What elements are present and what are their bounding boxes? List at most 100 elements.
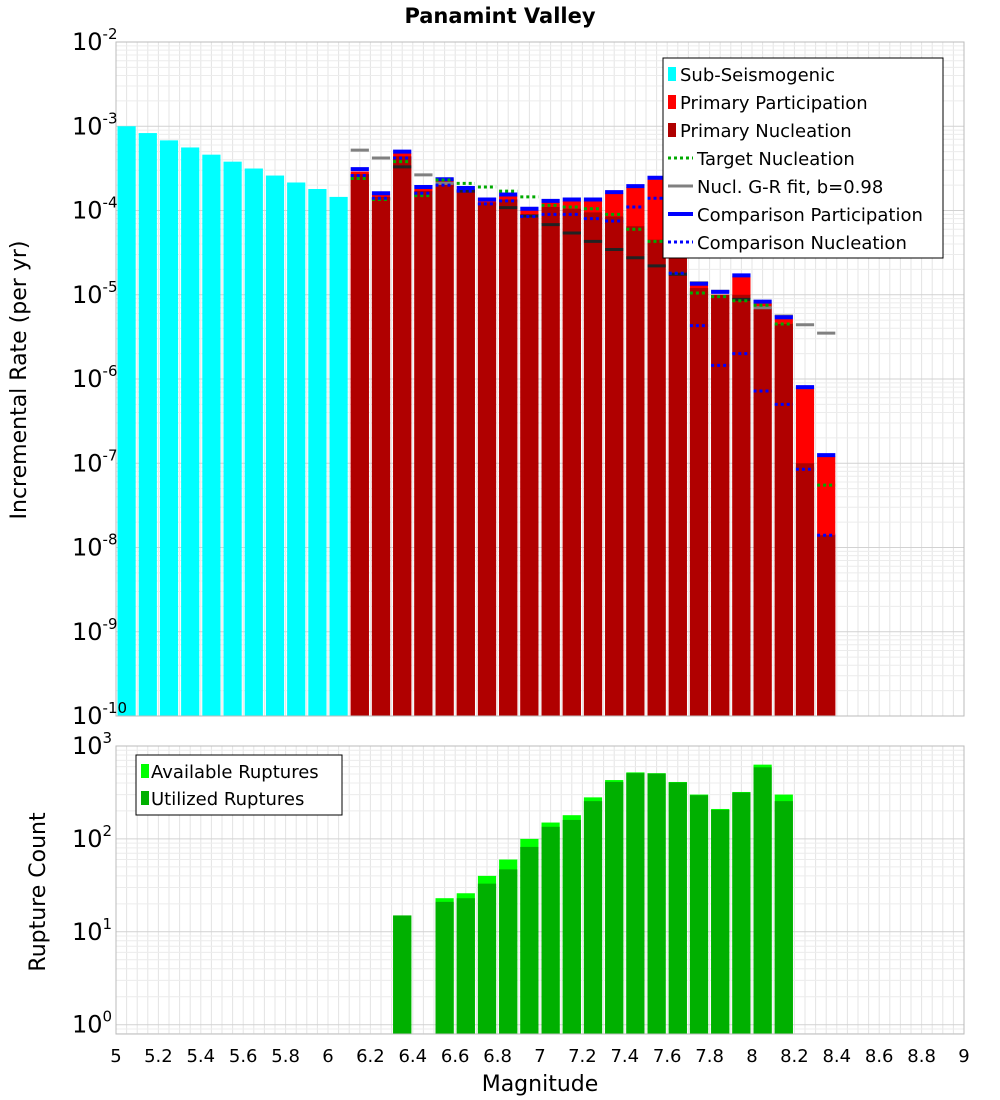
primary-nucleation-bar [435, 183, 454, 716]
utilized-ruptures-bar [583, 801, 603, 1034]
bottom-y-axis-label: Rupture Count [26, 812, 51, 972]
primary-nucleation-bar [774, 323, 793, 716]
y-tick-label: 10-10 [72, 699, 127, 730]
top-legend-entry: Primary Participation [668, 93, 868, 114]
utilized-ruptures-series [393, 767, 793, 1034]
top-legend-frame [662, 57, 944, 259]
primary-nucleation-bar [753, 307, 772, 716]
primary-nucleation-bar [477, 202, 497, 716]
primary-nucleation-bar [732, 294, 751, 716]
primary-nucleation-bar [647, 239, 666, 716]
sub-seismogenic-series [117, 126, 348, 717]
utilized-ruptures-bar [541, 826, 560, 1034]
top-panel-border [115, 41, 965, 717]
utilized-ruptures-bar [668, 782, 687, 1034]
primary-nucleation-bar [583, 212, 603, 717]
x-tick-label: 7.8 [695, 1046, 724, 1067]
primary-nucleation-bar [668, 251, 687, 717]
chart-title: Panamint Valley [404, 4, 595, 28]
top-legend-entry: Sub-Seismogenic [668, 65, 835, 86]
sub-seismogenic-bar [244, 168, 263, 716]
primary-nucleation-bar [626, 226, 645, 716]
y-tick-label: 103 [72, 729, 112, 760]
primary-nucleation-bar [689, 288, 709, 716]
top-legend-entry: Comparison Nucleation [668, 233, 907, 254]
utilized-ruptures-bar [689, 795, 709, 1034]
utilized-ruptures-bar [711, 809, 730, 1034]
utilized-ruptures-bar [393, 915, 412, 1034]
bottom-y-axis-ticks: 103 102 101 100 [72, 729, 112, 1039]
primary-nucleation-bar [817, 535, 836, 716]
primary-nucleation-series [350, 156, 836, 717]
x-tick-label: 7 [534, 1046, 545, 1067]
top-legend-label: Nucl. G-R fit, b=0.98 [697, 177, 883, 198]
bottom-legend-label: Available Ruptures [151, 762, 319, 783]
primary-nucleation-bar [414, 191, 433, 717]
sub-seismogenic-bar [138, 133, 157, 716]
sub-seismogenic-bar [181, 147, 200, 717]
x-tick-label: 8.4 [822, 1046, 851, 1067]
utilized-ruptures-bar [477, 883, 497, 1034]
utilized-ruptures-bar [499, 869, 518, 1034]
x-tick-label: 5.4 [186, 1046, 215, 1067]
bottom-legend-frame [135, 754, 343, 816]
x-tick-label: 9 [958, 1046, 969, 1067]
primary-nucleation-bar [795, 463, 815, 716]
y-tick-label: 10-3 [72, 109, 118, 140]
x-tick-label: 6.2 [356, 1046, 385, 1067]
bottom-legend-swatch [141, 791, 149, 805]
utilized-ruptures-bar [753, 767, 772, 1034]
x-tick-label: 7.2 [568, 1046, 597, 1067]
primary-nucleation-bar [605, 216, 624, 716]
sub-seismogenic-bar [287, 182, 306, 716]
x-tick-label: 7.4 [610, 1046, 639, 1067]
x-tick-label: 6.6 [441, 1046, 470, 1067]
top-legend-entry: Primary Nucleation [668, 121, 852, 142]
x-tick-label: 6 [322, 1046, 333, 1067]
sub-seismogenic-bar [308, 188, 327, 716]
x-tick-label: 8.8 [907, 1046, 936, 1067]
x-tick-label: 5.6 [229, 1046, 258, 1067]
top-legend-label: Target Nucleation [696, 149, 855, 170]
x-axis-ticks: 5 5.2 5.4 5.6 5.8 6 6.2 6.4 6.6 6.8 7 7.2 7.4 7.6 7.8 8… [110, 1046, 969, 1067]
y-tick-label: 10-7 [72, 446, 118, 477]
primary-nucleation-bar [562, 208, 581, 717]
x-tick-label: 6.4 [398, 1046, 427, 1067]
top-y-axis-ticks: 10-2 10-3 10-4 10-5 10-6 10-7 10-8 10-9 10-10 [72, 25, 127, 730]
comparison-participation-series [350, 149, 836, 458]
x-tick-label: 8.6 [865, 1046, 894, 1067]
y-tick-label: 10-4 [72, 194, 118, 225]
x-axis-label: Magnitude [482, 1072, 599, 1097]
top-legend-entry: Nucl. G-R fit, b=0.98 [668, 177, 883, 198]
y-tick-label: 10-9 [72, 615, 118, 646]
utilized-ruptures-bar [647, 773, 666, 1034]
utilized-ruptures-bar [562, 819, 581, 1034]
x-tick-label: 7.6 [653, 1046, 682, 1067]
top-legend-swatch [668, 67, 676, 81]
top-legend-swatch [668, 95, 676, 109]
sub-seismogenic-bar [223, 161, 242, 717]
x-tick-label: 5.2 [144, 1046, 173, 1067]
primary-nucleation-bar [711, 294, 730, 716]
primary-nucleation-bar [499, 199, 518, 716]
y-tick-label: 102 [72, 822, 112, 853]
gr-fit-series [350, 148, 836, 335]
sub-seismogenic-bar [159, 140, 179, 716]
top-legend-swatch [668, 123, 676, 137]
utilized-ruptures-bar [626, 773, 645, 1034]
primary-nucleation-bar [393, 156, 412, 716]
y-tick-label: 100 [72, 1008, 112, 1039]
bottom-legend-swatch [141, 764, 149, 778]
primary-nucleation-bar [520, 214, 539, 716]
top-legend-label: Comparison Participation [697, 205, 923, 226]
bottom-legend: Available Ruptures Utilized Ruptures [135, 754, 343, 816]
sub-seismogenic-bar [329, 196, 348, 717]
bottom-legend-label: Utilized Ruptures [151, 789, 304, 810]
top-y-axis-label: Incremental Rate (per yr) [7, 241, 32, 520]
top-legend-entry: Comparison Participation [668, 205, 923, 226]
y-tick-label: 10-6 [72, 362, 118, 393]
top-legend-entry: Target Nucleation [668, 149, 855, 170]
bottom-legend-entry: Utilized Ruptures [141, 789, 304, 810]
